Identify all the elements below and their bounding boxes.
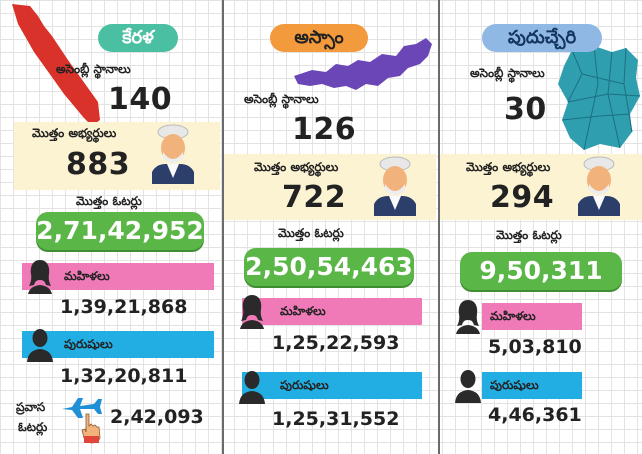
assam-total-voters: 2,50,54,463 xyxy=(244,248,414,286)
kerala-overseas-count: 2,42,093 xyxy=(110,406,204,428)
assam-candidates: 722 xyxy=(282,180,347,215)
assam-candidates-label: మొత్తం అభ్యర్థులు xyxy=(254,160,339,174)
assam-voters-label: మొత్తం ఓటర్లు xyxy=(278,226,344,240)
assam-men-bar xyxy=(242,372,422,399)
puducherry-men-label: పురుషులు xyxy=(490,378,539,392)
assam-women-label: మహిళలు xyxy=(280,304,326,318)
column-divider xyxy=(222,0,224,454)
puducherry-assembly-seats: 30 xyxy=(504,92,547,127)
man-silhouette-icon xyxy=(239,371,265,404)
airplane-icon xyxy=(62,398,102,418)
assam-assembly-label: అసెంబ్లీ స్థానాలు xyxy=(244,92,319,106)
kerala-men-count: 1,32,20,811 xyxy=(60,365,188,387)
kerala-men-bar xyxy=(22,331,214,358)
puducherry-women-label: మహిళలు xyxy=(490,309,536,323)
puducherry-title: పుదుచ్చేరి xyxy=(482,24,602,52)
puducherry-panel: పుదుచ్చేరి అసెంబ్లీ స్థానాలు 30 మొత్తం అ… xyxy=(438,0,642,454)
kerala-map-icon xyxy=(12,4,100,126)
woman-silhouette-icon xyxy=(456,300,480,334)
assam-men-count: 1,25,31,552 xyxy=(272,408,400,430)
kerala-voters-label: మొత్తం ఓటర్లు xyxy=(76,194,142,208)
assam-title: అస్సాం xyxy=(270,24,368,52)
puducherry-assembly-label: అసెంబ్లీ స్థానాలు xyxy=(470,66,545,80)
woman-silhouette-icon xyxy=(28,260,52,294)
kerala-panel: కేరళ అసెంబ్లీ స్థానాలు 140 మొత్తం అభ్యర్… xyxy=(0,0,222,454)
puducherry-candidates: 294 xyxy=(490,180,555,215)
assam-women-count: 1,25,22,593 xyxy=(272,332,400,354)
kerala-candidates: 883 xyxy=(66,147,131,182)
assam-map-icon xyxy=(294,38,432,90)
puducherry-total-voters: 9,50,311 xyxy=(460,252,622,290)
kerala-men-label: పురుషులు xyxy=(64,337,113,351)
kerala-women-count: 1,39,21,868 xyxy=(60,296,188,318)
candidate-portrait-icon xyxy=(152,124,194,184)
assam-assembly-seats: 126 xyxy=(292,112,357,147)
candidate-portrait-icon xyxy=(578,156,620,216)
kerala-title: కేరళ xyxy=(98,24,178,52)
man-silhouette-icon xyxy=(455,370,481,403)
puducherry-women-bar xyxy=(482,303,582,330)
kerala-overseas-label-line2: ఓటర్లు xyxy=(18,420,48,434)
man-silhouette-icon xyxy=(27,329,53,362)
hand-icon xyxy=(81,413,101,444)
puducherry-women-count: 5,03,810 xyxy=(488,336,582,358)
candidate-portrait-icon xyxy=(374,156,416,216)
puducherry-men-bar xyxy=(482,372,582,399)
kerala-candidates-label: మొత్తం అభ్యర్థులు xyxy=(32,126,117,140)
assam-men-label: పురుషులు xyxy=(280,378,329,392)
assam-panel: అస్సాం అసెంబ్లీ స్థానాలు 126 మొత్తం అభ్య… xyxy=(222,0,438,454)
kerala-overseas-label-line1: ప్రవాస xyxy=(16,400,46,414)
kerala-total-voters: 2,71,42,952 xyxy=(36,212,204,250)
puducherry-men-count: 4,46,361 xyxy=(488,404,582,426)
assam-women-bar xyxy=(242,298,422,325)
puducherry-candidates-label: మొత్తం అభ్యర్థులు xyxy=(466,160,551,174)
kerala-women-bar xyxy=(22,263,214,290)
kerala-women-label: మహిళలు xyxy=(64,269,110,283)
kerala-assembly-label: అసెంబ్లీ స్థానాలు xyxy=(56,62,131,76)
column-divider xyxy=(438,0,440,454)
puducherry-map-icon xyxy=(558,45,641,151)
kerala-assembly-seats: 140 xyxy=(108,82,173,117)
woman-silhouette-icon xyxy=(240,295,264,329)
puducherry-voters-label: మొత్తం ఓటర్లు xyxy=(496,228,562,242)
